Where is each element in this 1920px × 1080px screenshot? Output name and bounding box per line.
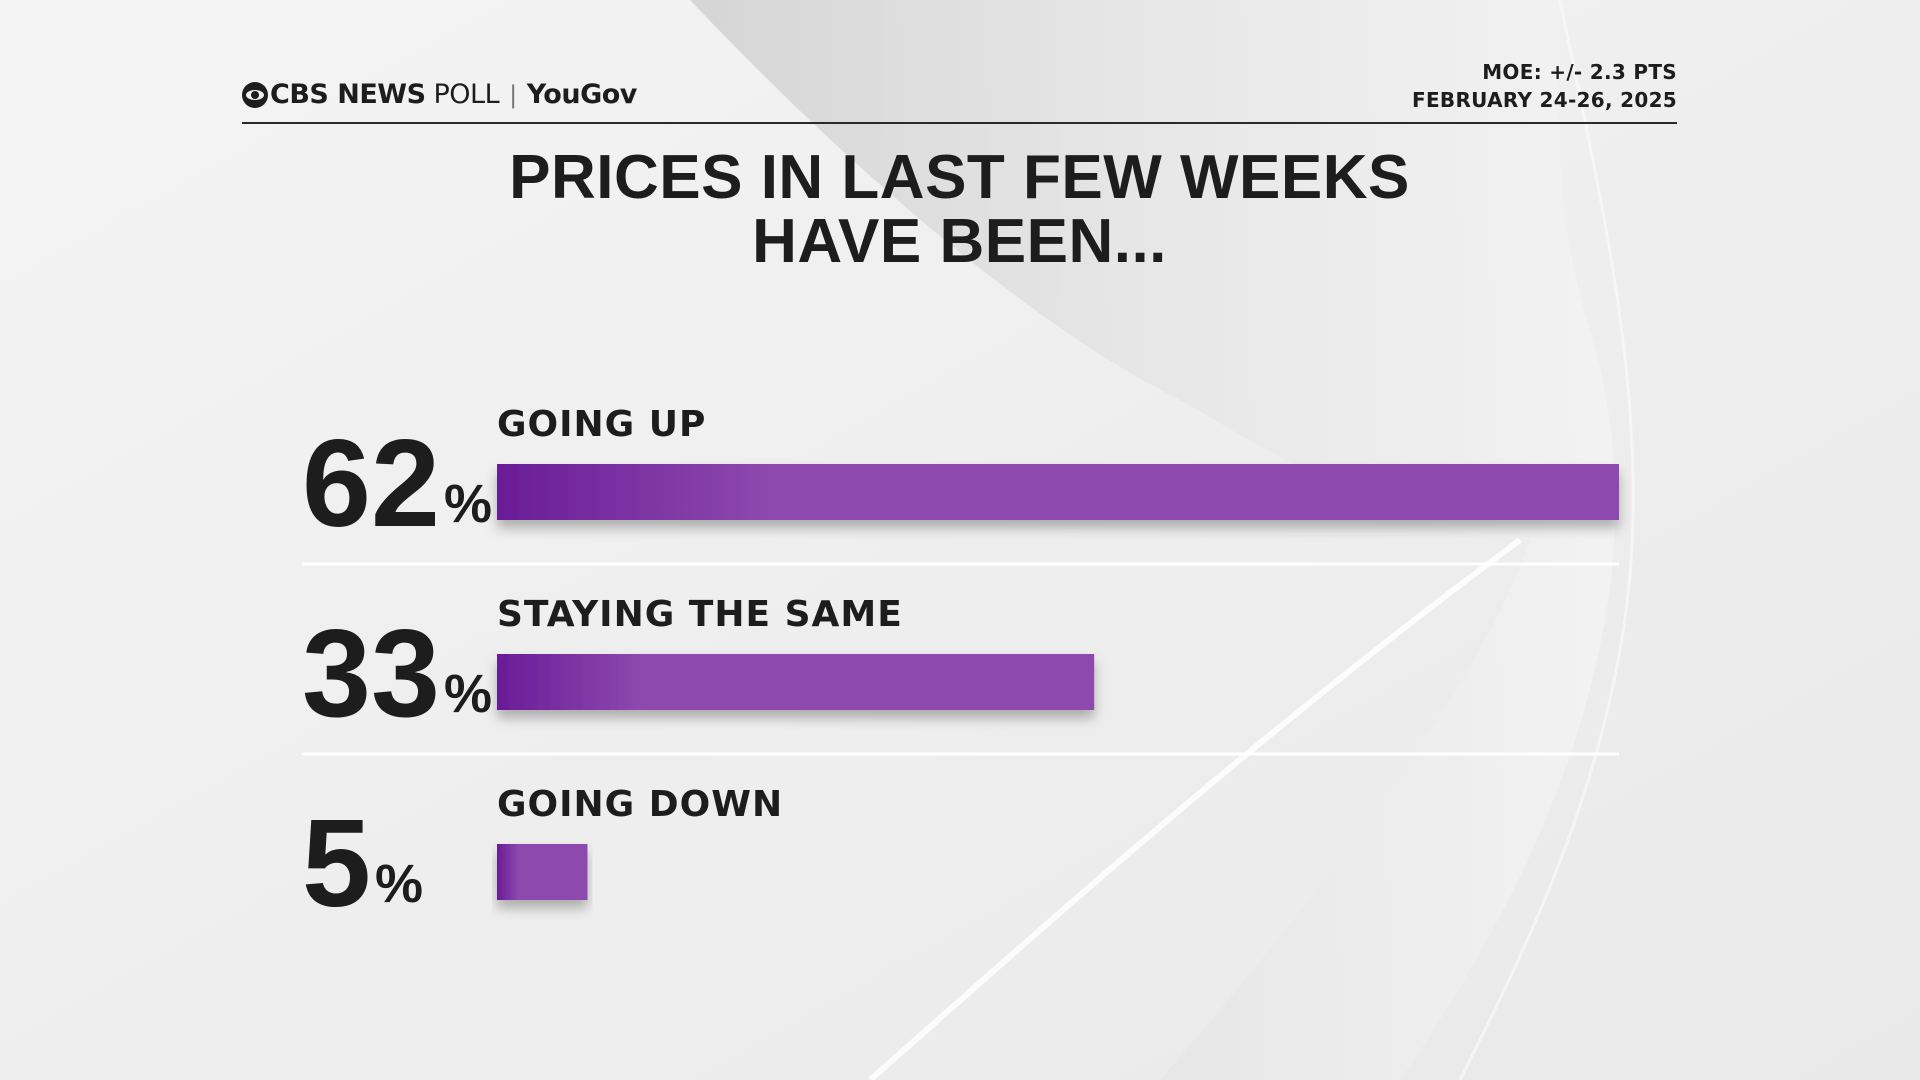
percent-sign: % — [375, 854, 423, 914]
percent-sign: % — [444, 474, 492, 534]
cbs-eye-icon — [242, 81, 268, 108]
chart-title: PRICES IN LAST FEW WEEKS HAVE BEEN... — [509, 143, 1410, 276]
poll-meta: MOE: +/- 2.3 PTS FEBRUARY 24-26, 2025 — [1412, 58, 1677, 114]
bar — [497, 464, 1619, 520]
category-label: GOING UP — [497, 404, 706, 445]
poll-dates: FEBRUARY 24-26, 2025 — [1411, 88, 1677, 112]
bar — [497, 654, 1095, 710]
header: CBS NEWS POLL | YouGov MOE: +/- 2.3 PTS … — [242, 58, 1677, 124]
header-rule — [242, 122, 1677, 124]
value-label: 5 — [302, 795, 371, 933]
brand-name: CBS NEWS — [270, 79, 426, 110]
value-label: 62 — [302, 415, 440, 553]
brand-separator: | — [509, 80, 517, 109]
percent-sign: % — [444, 664, 492, 724]
partner-logo: YouGov — [526, 79, 638, 110]
brand-suffix: POLL — [433, 79, 500, 110]
category-label: STAYING THE SAME — [497, 594, 903, 635]
value-label: 33 — [302, 605, 440, 743]
bar — [497, 844, 588, 900]
brand-logo: CBS NEWS POLL | YouGov — [242, 79, 637, 110]
margin-of-error: MOE: +/- 2.3 PTS — [1482, 60, 1677, 84]
category-label: GOING DOWN — [497, 784, 783, 825]
